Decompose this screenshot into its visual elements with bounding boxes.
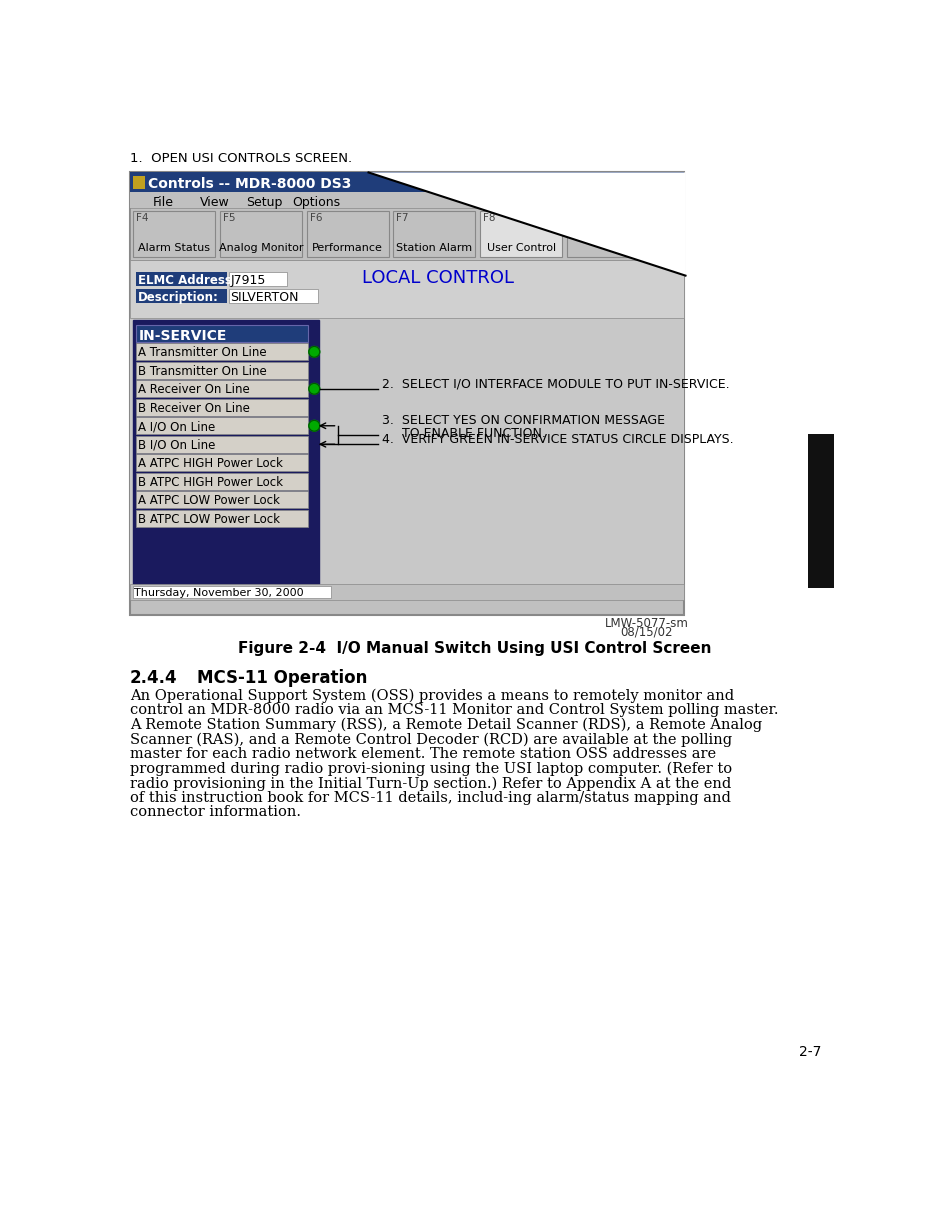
Text: F5: F5 [222, 213, 235, 223]
Text: 4.  VERIFY GREEN IN-SERVICE STATUS CIRCLE DISPLAYS.: 4. VERIFY GREEN IN-SERVICE STATUS CIRCLE… [383, 433, 734, 446]
Text: MCS-11 Operation: MCS-11 Operation [197, 669, 368, 687]
Text: Controls -- MDR-8000 DS3: Controls -- MDR-8000 DS3 [148, 177, 352, 191]
Text: LOCAL CONTROL: LOCAL CONTROL [362, 269, 514, 287]
Text: ELMC Address:: ELMC Address: [137, 274, 236, 287]
Text: F9: F9 [570, 213, 582, 223]
Text: Options: Options [293, 195, 341, 209]
Bar [133, 176, 146, 188]
Text: A Receiver On Line: A Receiver On Line [138, 384, 250, 397]
Bar [136, 271, 227, 286]
Bar [133, 586, 331, 598]
Circle shape [309, 384, 320, 394]
Text: File: File [153, 195, 174, 209]
Bar [133, 321, 319, 598]
Text: X: X [669, 177, 677, 187]
Bar [130, 193, 684, 207]
Text: Thursday, November 30, 2000: Thursday, November 30, 2000 [134, 589, 304, 598]
Text: TO ENABLE FUNCTION.: TO ENABLE FUNCTION. [383, 427, 546, 440]
Bar [136, 510, 308, 527]
Polygon shape [369, 172, 685, 276]
Bar [130, 172, 684, 193]
Bar [136, 491, 308, 508]
Bar [136, 435, 308, 452]
Bar [229, 271, 287, 286]
Text: 2-7: 2-7 [799, 1046, 821, 1060]
Text: 2.4.4: 2.4.4 [130, 669, 177, 687]
Bar [136, 344, 308, 361]
Text: of this instruction book for MCS-11 details, includ-ing alarm/status mapping and: of this instruction book for MCS-11 deta… [130, 791, 730, 804]
Bar [130, 260, 684, 318]
Bar [136, 417, 308, 434]
Bar [666, 175, 680, 191]
Text: B I/O On Line: B I/O On Line [138, 439, 216, 452]
Text: 2.  SELECT I/O INTERFACE MODULE TO PUT IN-SERVICE.: 2. SELECT I/O INTERFACE MODULE TO PUT IN… [383, 377, 730, 391]
Bar [229, 288, 318, 303]
Text: J7915: J7915 [231, 274, 266, 287]
Text: F6: F6 [310, 213, 322, 223]
Text: A Remote Station Summary (RSS), a Remote Detail Scanner (RDS), a Remote Analog: A Remote Station Summary (RSS), a Remote… [130, 718, 762, 732]
Bar [130, 172, 684, 615]
Bar [133, 211, 215, 257]
Bar [629, 175, 643, 191]
Text: User Control: User Control [487, 244, 556, 253]
Text: A ATPC HIGH Power Lock: A ATPC HIGH Power Lock [138, 457, 284, 470]
Bar [220, 211, 302, 257]
Text: An Operational Support System (OSS) provides a means to remotely monitor and: An Operational Support System (OSS) prov… [130, 689, 734, 703]
Circle shape [309, 421, 320, 432]
Text: SILVERTON: SILVERTON [231, 291, 299, 304]
Text: Analog Monitor: Analog Monitor [219, 244, 303, 253]
Text: connector information.: connector information. [130, 806, 301, 819]
Text: Scanner (RAS), and a Remote Control Decoder (RCD) are available at the polling: Scanner (RAS), and a Remote Control Deco… [130, 732, 732, 747]
Text: Figure 2-4  I/O Manual Switch Using USI Control Screen: Figure 2-4 I/O Manual Switch Using USI C… [238, 640, 711, 656]
Text: Description:: Description: [137, 291, 219, 304]
Bar [567, 211, 649, 257]
Bar [130, 585, 684, 599]
Text: Station Alarm: Station Alarm [397, 244, 473, 253]
Bar [808, 434, 834, 589]
Text: View: View [199, 195, 229, 209]
Text: F4: F4 [136, 213, 148, 223]
Text: Setup: Setup [246, 195, 283, 209]
Text: Alarm Status: Alarm Status [138, 244, 210, 253]
Text: -: - [634, 177, 638, 187]
Text: control an MDR-8000 radio via an MCS-11 Monitor and Control System polling maste: control an MDR-8000 radio via an MCS-11 … [130, 703, 779, 718]
Text: B ATPC LOW Power Lock: B ATPC LOW Power Lock [138, 513, 280, 526]
Bar [136, 399, 308, 416]
Bar [480, 211, 563, 257]
Text: radio provisioning in the Initial Turn-Up section.) Refer to Appendix A at the e: radio provisioning in the Initial Turn-U… [130, 777, 731, 790]
Bar [130, 207, 684, 260]
Text: B Receiver On Line: B Receiver On Line [138, 402, 250, 415]
Text: LMW-5077-sm: LMW-5077-sm [604, 616, 689, 630]
Text: 3.  SELECT YES ON CONFIRMATION MESSAGE: 3. SELECT YES ON CONFIRMATION MESSAGE [383, 414, 666, 427]
Bar [136, 288, 227, 303]
Text: F8: F8 [483, 213, 496, 223]
Text: programmed during radio provi-sioning using the USI laptop computer. (Refer to: programmed during radio provi-sioning us… [130, 761, 732, 775]
Text: A I/O On Line: A I/O On Line [138, 421, 216, 433]
Bar [136, 362, 308, 379]
Text: 1.  OPEN USI CONTROLS SCREEN.: 1. OPEN USI CONTROLS SCREEN. [130, 152, 352, 165]
Text: B ATPC HIGH Power Lock: B ATPC HIGH Power Lock [138, 476, 284, 488]
Text: F7: F7 [397, 213, 409, 223]
Bar [136, 473, 308, 490]
Circle shape [309, 346, 320, 357]
Text: A Transmitter On Line: A Transmitter On Line [138, 346, 267, 359]
Text: Performance: Performance [312, 244, 383, 253]
Bar [393, 211, 476, 257]
Text: IN-SERVICE: IN-SERVICE [139, 329, 227, 343]
Bar [647, 175, 662, 191]
Bar [307, 211, 388, 257]
Bar [136, 324, 308, 341]
Bar [130, 260, 684, 599]
Text: master for each radio network element. The remote station OSS addresses are: master for each radio network element. T… [130, 747, 716, 761]
Bar [136, 455, 308, 472]
Text: 08/15/02: 08/15/02 [620, 626, 673, 639]
Text: B Transmitter On Line: B Transmitter On Line [138, 365, 267, 377]
Text: A ATPC LOW Power Lock: A ATPC LOW Power Lock [138, 494, 280, 508]
Bar [136, 380, 308, 397]
Text: □: □ [649, 177, 660, 187]
